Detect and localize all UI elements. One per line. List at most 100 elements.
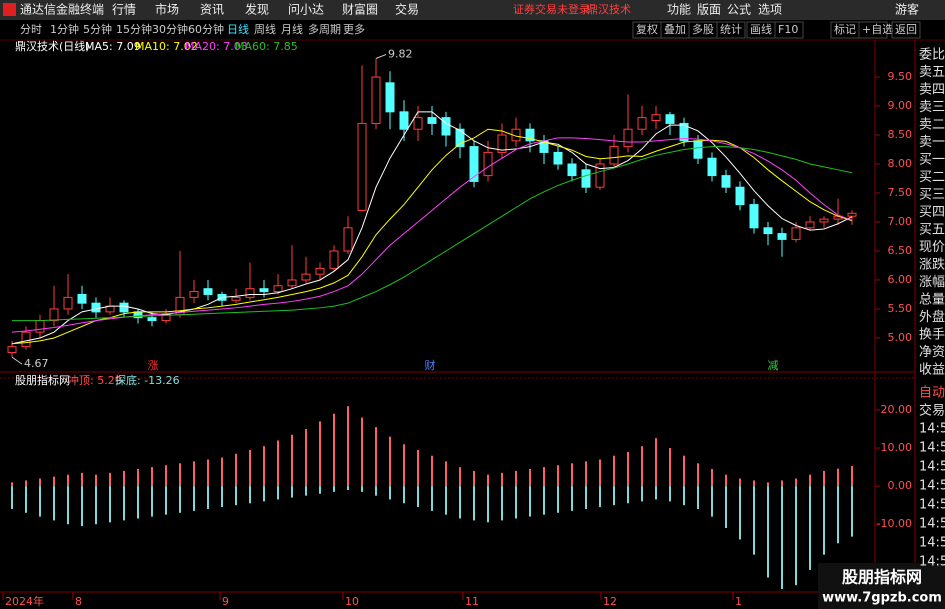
tool-button-label[interactable]: F10 [778,23,798,36]
menu-item[interactable]: 选项 [758,3,782,17]
quote-field: 卖五 [919,65,945,80]
period-tab[interactable]: 60分钟 [188,22,224,36]
quote-field: 买四 [919,205,945,220]
ma-label: MA5: 7.09 [85,40,141,53]
quote-field: 买三 [919,188,945,203]
tool-button-label[interactable]: 统计 [720,23,742,36]
period-tab[interactable]: 1分钟 [50,22,79,36]
period-tab[interactable]: 月线 [281,22,303,36]
candle-body [63,296,73,310]
tool-button[interactable] [891,21,921,39]
candle-body [623,128,633,148]
login-status[interactable]: 证券交易未登录 [513,2,590,16]
menu-item[interactable]: 功能 [667,3,691,17]
period-tab[interactable]: 日线 [227,22,249,36]
candle-body [301,273,311,281]
trade-time: 14:56 [919,498,945,513]
y-tick-label: 0.00 [888,479,913,492]
event-marker[interactable]: 财 [425,358,436,372]
menu-item[interactable]: 交易 [395,2,419,17]
candle-body [441,117,451,136]
menu-item[interactable]: 行情 [112,3,136,17]
menu-item[interactable]: 资讯 [200,3,224,17]
tool-button-label[interactable]: 复权 [636,22,658,36]
candle-body [735,186,745,206]
candle-body [203,288,213,295]
candle-body [553,151,563,165]
menu-item[interactable]: 公式 [727,3,751,17]
candle-body [119,302,129,313]
candle-body [7,346,17,353]
menu-item[interactable]: 财富圈 [342,2,378,17]
ma-label: MA10: 7.02 [135,40,198,53]
candle-body [791,227,801,240]
tool-button-label[interactable]: +自选 [862,23,893,36]
quote-field: 涨跌 [919,257,945,273]
period-tab[interactable]: 30分钟 [152,22,188,36]
watermark-box [818,563,945,609]
indicator-down-label: 探底: -13.26 [115,373,180,387]
candle-body [707,157,717,177]
tool-button-label[interactable]: 标记 [834,22,856,36]
period-tab[interactable]: 5分钟 [83,22,112,36]
period-tab[interactable]: 15分钟 [116,22,152,36]
trade-time: 14:56 [919,422,945,437]
y-tick-label: 9.00 [888,99,913,112]
candle-body [497,134,507,153]
candle-body [21,331,31,348]
tool-button[interactable] [716,21,746,39]
tool-button-label[interactable]: 返回 [895,23,917,36]
candle-body [399,111,409,130]
event-marker[interactable]: 涨 [148,359,159,372]
chart-title: 鼎汉技术(日线) [15,39,90,53]
tool-button-label[interactable]: 多股 [692,22,714,36]
candle-body [189,291,199,298]
indicator-up-label: 冲顶: 5.29 [68,373,122,387]
tool-button[interactable] [774,21,804,39]
candle-body [385,82,395,113]
quote-field: 卖一 [919,135,945,150]
menu-item[interactable]: 版面 [697,3,721,17]
period-tab[interactable]: 更多 [343,22,365,36]
tool-button[interactable] [858,21,888,39]
period-tab[interactable]: 周线 [254,22,276,36]
candle-body [847,212,857,217]
period-tab[interactable]: 多周期 [308,22,341,36]
quote-field: 涨幅 [919,275,945,290]
candle-body [455,128,465,148]
candle-body [245,288,255,298]
y-tick-label: 5.50 [888,302,913,315]
x-tick-label: 1 [735,595,742,608]
candle-body [273,285,283,293]
user[interactable]: 游客 [895,2,919,17]
candle-body [567,163,577,177]
menu-item[interactable]: 市场 [155,2,179,17]
candle-body [749,204,759,229]
y-tick-label: 5.00 [888,331,913,344]
event-marker[interactable]: 减 [768,359,779,372]
quote-field: 收益 [919,363,945,378]
app-logo [3,3,16,16]
period-tab[interactable]: 分时 [20,23,42,36]
menu-bar [0,0,945,20]
x-tick-label: 12 [603,595,617,608]
ma-line [12,146,853,322]
tool-button-label[interactable]: 画线 [750,22,772,36]
y-tick-label: 6.00 [888,273,913,286]
tool-button-label[interactable]: 叠加 [664,23,686,36]
menu-item[interactable]: 问小达 [288,3,324,17]
candle-body [819,218,829,223]
high-label: 9.82 [388,47,413,60]
app-title: 通达信金融终端 [20,2,104,17]
trade-tab[interactable]: 交易 [919,403,945,419]
y-tick-label: 7.00 [888,215,913,228]
candle-body [231,296,241,301]
quote-field: 卖四 [919,83,945,98]
y-tick-label: 7.50 [888,186,913,199]
candle-body [581,169,591,188]
trade-tab[interactable]: 自动 [919,386,945,401]
candle-body [637,117,647,130]
trade-time: 14:56 [919,479,945,494]
candle-body [147,317,157,322]
menu-item[interactable]: 发现 [245,2,269,17]
